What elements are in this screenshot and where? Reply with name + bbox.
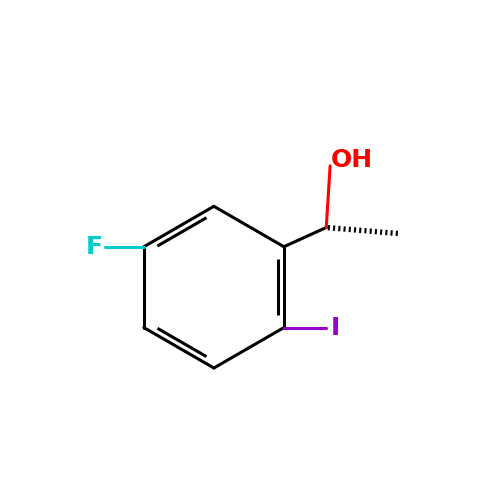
Text: OH: OH <box>330 148 372 172</box>
Text: F: F <box>86 234 103 258</box>
Text: I: I <box>331 316 340 340</box>
